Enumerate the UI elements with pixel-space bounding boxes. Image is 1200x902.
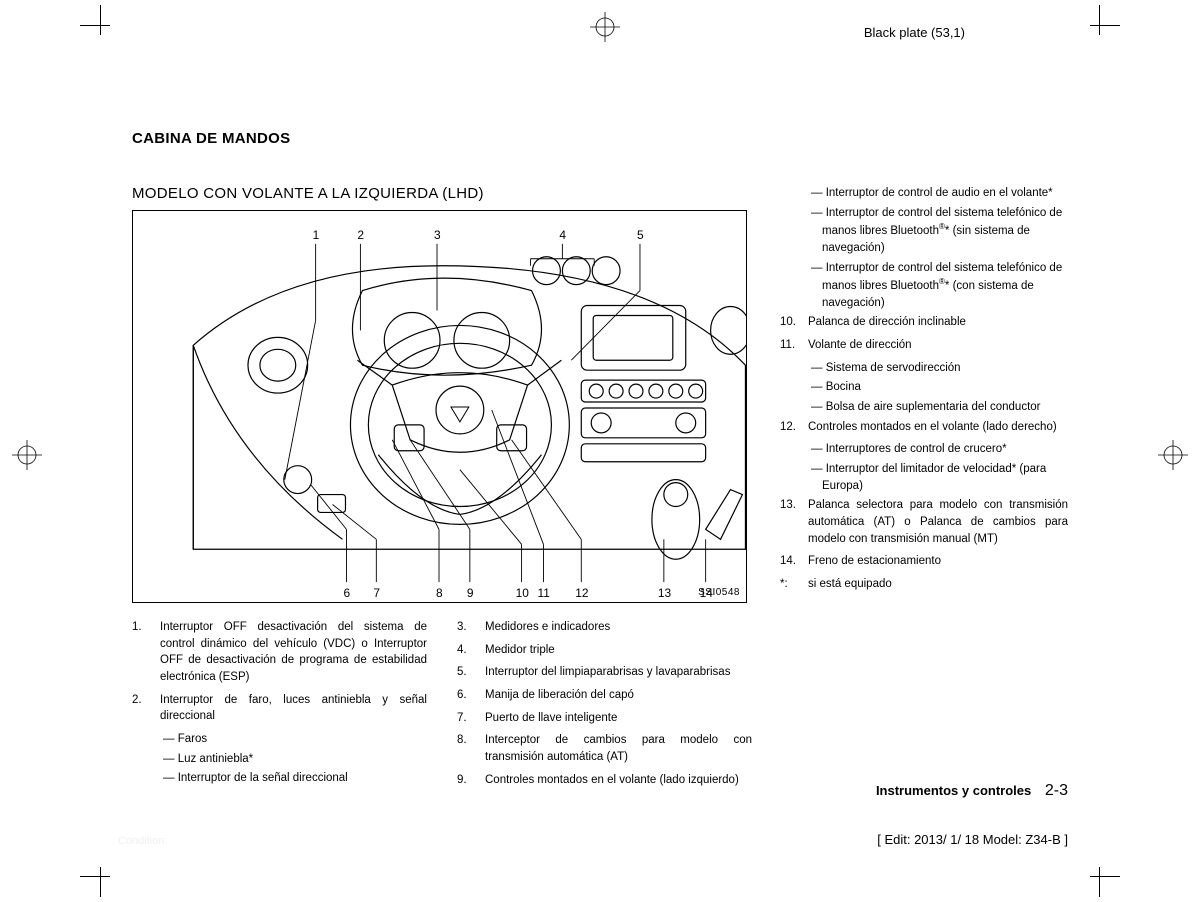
legend-number: 12. (780, 419, 808, 436)
legend-subitem: — Faros (160, 731, 427, 748)
legend-subitem: — Interruptor de control del sistema tel… (808, 260, 1068, 312)
legend-number: 4. (457, 642, 485, 659)
legend-text: Palanca selectora para modelo con transm… (808, 497, 1068, 547)
plate-label: Black plate (53,1) (864, 25, 965, 40)
crop-mark (80, 25, 110, 26)
legend-subitem: — Interruptor de control de audio en el … (808, 185, 1068, 202)
legend-item: 6.Manija de liberación del capó (457, 687, 752, 704)
registration-mark-top (590, 12, 620, 42)
legend-subitem: — Interruptor de la señal direccional (160, 770, 427, 787)
legend-item: 8.Interceptor de cambios para modelo con… (457, 732, 752, 765)
legend-number: 11. (780, 337, 808, 354)
callout-number: 1 (313, 228, 320, 242)
page-footer: Instrumentos y controles 2-3 (876, 782, 1068, 800)
page-number: 2-3 (1045, 782, 1068, 799)
legend-subitem: — Sistema de servodirección (808, 360, 1068, 377)
registration-mark-right (1158, 440, 1188, 470)
legend-number: 5. (457, 664, 485, 681)
figure-code: SSI0548 (698, 587, 740, 598)
callout-number: 6 (343, 586, 350, 600)
legend-item: 13.Palanca selectora para modelo con tra… (780, 497, 1068, 547)
legend-item: 1.Interruptor OFF desactivación del sist… (132, 619, 427, 686)
registration-mark-left (12, 440, 42, 470)
legend-item: 3.Medidores e indicadores (457, 619, 752, 636)
legend-item: 10.Palanca de dirección inclinable (780, 314, 1068, 331)
legend-subitem: — Interruptor de control del sistema tel… (808, 205, 1068, 257)
legend-text: si está equipado (808, 576, 1068, 593)
legend-text: Interruptor del limpiaparabrisas y lavap… (485, 664, 752, 681)
callout-number: 4 (559, 228, 566, 242)
legend-text: Interruptor OFF desactivación del sistem… (160, 619, 427, 686)
crop-mark (1090, 876, 1120, 877)
legend-item: 2.Interruptor de faro, luces antiniebla … (132, 692, 427, 725)
legend-item: 5.Interruptor del limpiaparabrisas y lav… (457, 664, 752, 681)
legend-number: 1. (132, 619, 160, 686)
legend-text: Palanca de dirección inclinable (808, 314, 1068, 331)
legend-text: Interruptor de faro, luces antiniebla y … (160, 692, 427, 725)
legend-text: Controles montados en el volante (lado d… (808, 419, 1068, 436)
legend-subitem: — Bocina (808, 379, 1068, 396)
callout-number: 8 (436, 586, 443, 600)
legend-item: 14.Freno de estacionamiento (780, 553, 1068, 570)
crop-mark (80, 876, 110, 877)
legend-right-column: — Interruptor de control de audio en el … (780, 185, 1068, 593)
legend-text: Medidores e indicadores (485, 619, 752, 636)
callout-number: 7 (373, 586, 380, 600)
legend-item: 12.Controles montados en el volante (lad… (780, 419, 1068, 436)
legend-number: 10. (780, 314, 808, 331)
callout-number: 3 (434, 228, 441, 242)
legend-text: Controles montados en el volante (lado i… (485, 772, 752, 789)
crop-mark (1090, 25, 1120, 26)
legend-text: Puerto de llave inteligente (485, 710, 752, 727)
legend-text: Manija de liberación del capó (485, 687, 752, 704)
callout-number: 11 (537, 586, 550, 600)
legend-number: 13. (780, 497, 808, 547)
legend-number: 7. (457, 710, 485, 727)
legend-item: 9.Controles montados en el volante (lado… (457, 772, 752, 789)
callout-number: 5 (637, 228, 644, 242)
legend-subitem: — Luz antiniebla* (160, 751, 427, 768)
legend-item: 11.Volante de dirección (780, 337, 1068, 354)
edit-metadata: [ Edit: 2013/ 1/ 18 Model: Z34-B ] (877, 832, 1068, 847)
footer-label: Instrumentos y controles (876, 783, 1031, 798)
main-content: CABINA DE MANDOS MODELO CON VOLANTE A LA… (132, 130, 1068, 807)
callout-number: 10 (516, 586, 530, 600)
dashboard-figure: 1234567891011121314 SSI0548 (132, 210, 747, 603)
legend-text: Medidor triple (485, 642, 752, 659)
section-title: CABINA DE MANDOS (132, 130, 1068, 147)
legend-item: *:si está equipado (780, 576, 1068, 593)
legend-number: 6. (457, 687, 485, 704)
callout-number: 2 (357, 228, 364, 242)
legend-text: Freno de estacionamiento (808, 553, 1068, 570)
legend-subitem: — Interruptor del limitador de velocidad… (808, 461, 1068, 494)
subsection-title: MODELO CON VOLANTE A LA IZQUIERDA (LHD) (132, 185, 752, 202)
legend-subitem: — Bolsa de aire suplementaria del conduc… (808, 399, 1068, 416)
legend-number: 2. (132, 692, 160, 725)
legend-number: 8. (457, 732, 485, 765)
legend-number: 14. (780, 553, 808, 570)
condition-watermark: Condition: (118, 835, 168, 847)
legend-item: 4.Medidor triple (457, 642, 752, 659)
callout-number: 12 (575, 586, 589, 600)
callout-number: 9 (467, 586, 474, 600)
crop-mark (100, 5, 101, 35)
legend-number: *: (780, 576, 808, 593)
crop-mark (1099, 5, 1100, 35)
legend-text: Interceptor de cambios para modelo con t… (485, 732, 752, 765)
legend-text: Volante de dirección (808, 337, 1068, 354)
legend-number: 9. (457, 772, 485, 789)
legend-subitem: — Interruptores de control de crucero* (808, 441, 1068, 458)
crop-mark (100, 867, 101, 897)
legend-item: 7.Puerto de llave inteligente (457, 710, 752, 727)
crop-mark (1099, 867, 1100, 897)
legend-number: 3. (457, 619, 485, 636)
legend-below-figure: 1.Interruptor OFF desactivación del sist… (132, 619, 752, 794)
callout-number: 13 (658, 586, 672, 600)
